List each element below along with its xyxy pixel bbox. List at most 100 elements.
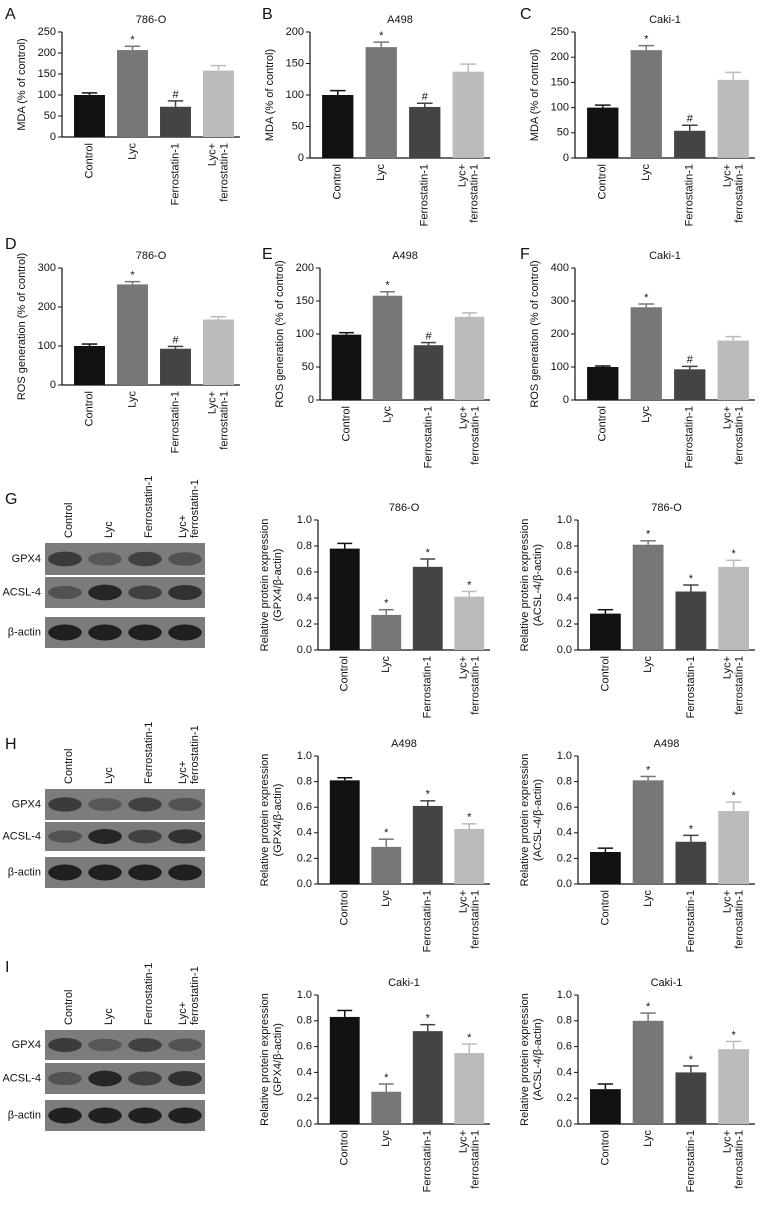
lane-label-group: Ferrostatin-1 bbox=[143, 963, 155, 1025]
lane-label: Lyc+ferrostatin-1 bbox=[177, 966, 201, 1025]
error-bar bbox=[420, 558, 436, 567]
x-tick-label: Ferrostatin-1 bbox=[169, 391, 181, 453]
x-label-group: Lyc+ferrostatin-1 bbox=[722, 890, 746, 949]
error-bar bbox=[462, 312, 477, 317]
bar bbox=[203, 70, 234, 137]
x-label-group: Lyc bbox=[126, 391, 138, 408]
lane-label: Control bbox=[63, 990, 75, 1025]
blot-band bbox=[128, 624, 162, 641]
error-bar bbox=[378, 1083, 394, 1092]
y-axis-label: Relative protein expression bbox=[259, 519, 271, 652]
y-tick-label: 0.2 bbox=[297, 1092, 312, 1104]
blot-band bbox=[168, 829, 202, 844]
blot-band bbox=[88, 864, 122, 881]
y-tick-label: 0 bbox=[298, 152, 304, 164]
chart-title: Caki-1 bbox=[649, 250, 681, 262]
error-bar bbox=[597, 608, 614, 614]
error-bar bbox=[460, 63, 477, 72]
x-label-group: Lyc+ferrostatin-1 bbox=[457, 890, 481, 949]
blot-band bbox=[88, 1107, 122, 1124]
y-axis-label: Relative protein expression bbox=[519, 519, 531, 652]
x-label-group: Ferrostatin-1 bbox=[422, 656, 434, 718]
y-tick-label: 0.2 bbox=[297, 618, 312, 630]
y-tick-label: 1.0 bbox=[557, 514, 572, 526]
y-tick-label: 0.8 bbox=[557, 1015, 572, 1027]
bar bbox=[630, 307, 662, 400]
y-tick-label: 0 bbox=[563, 152, 569, 164]
annotation: * bbox=[426, 547, 431, 559]
y-tick-label: 100 bbox=[38, 340, 56, 352]
lane-label: Lyc bbox=[103, 1008, 115, 1025]
x-tick-label: Lyc+ferrostatin-1 bbox=[457, 656, 481, 715]
blot-band bbox=[168, 1107, 202, 1124]
x-tick-label: Control bbox=[597, 406, 609, 441]
bar bbox=[454, 316, 485, 400]
x-label-group: Control bbox=[340, 406, 352, 441]
x-label-group: Lyc bbox=[642, 656, 654, 673]
x-tick-label: Lyc bbox=[640, 164, 652, 181]
panel-label: H bbox=[5, 736, 17, 753]
chart-title: 786-O bbox=[136, 250, 167, 262]
chart-title: Caki-1 bbox=[651, 977, 683, 989]
error-bar bbox=[378, 838, 394, 847]
panel-label: I bbox=[5, 959, 9, 976]
y-tick-label: 0.4 bbox=[297, 827, 312, 839]
x-label-group: Control bbox=[599, 656, 611, 691]
bar bbox=[412, 805, 443, 884]
bar bbox=[412, 1031, 443, 1124]
x-tick-label: Control bbox=[599, 1130, 611, 1165]
x-tick-label: Ferrostatin-1 bbox=[422, 656, 434, 718]
y-tick-label: 0.0 bbox=[557, 878, 572, 890]
row-label: β-actin bbox=[8, 866, 41, 878]
x-label-group: Control bbox=[83, 143, 95, 178]
error-bar bbox=[725, 801, 742, 812]
error-bar bbox=[461, 823, 477, 829]
y-tick-label: 0.4 bbox=[297, 592, 312, 604]
annotation: * bbox=[426, 789, 431, 801]
x-tick-label: Lyc+ferrostatin-1 bbox=[457, 1130, 481, 1189]
y-tick-label: 250 bbox=[38, 26, 56, 38]
y-tick-label: 300 bbox=[38, 262, 56, 274]
y-axis-label: Relative protein expression bbox=[259, 993, 271, 1126]
lane-label-group: Lyc+ferrostatin-1 bbox=[177, 479, 201, 538]
row-label: GPX4 bbox=[12, 1039, 41, 1051]
error-bar bbox=[329, 89, 346, 95]
bar bbox=[452, 71, 484, 158]
bar bbox=[365, 47, 397, 159]
bar bbox=[372, 295, 403, 400]
y-axis-label: Relative protein expression bbox=[519, 993, 531, 1126]
y-label-group: (ACSL-4/β-actin) bbox=[532, 544, 544, 626]
x-tick-label: Ferrostatin-1 bbox=[422, 1130, 434, 1192]
error-bar bbox=[378, 608, 394, 615]
blot-band bbox=[128, 829, 162, 844]
bar bbox=[329, 1016, 360, 1124]
x-label-group: Control bbox=[599, 890, 611, 925]
y-tick-label: 0 bbox=[50, 379, 56, 391]
x-label-group: Control bbox=[332, 164, 344, 199]
error-bar bbox=[421, 341, 436, 346]
lane-label-group: Lyc+ferrostatin-1 bbox=[177, 725, 201, 784]
y-axis-label: MDA (% of control) bbox=[529, 49, 541, 141]
y-label-group: MDA (% of control) bbox=[529, 49, 541, 141]
y-tick-label: 0.2 bbox=[557, 618, 572, 630]
blot-band bbox=[168, 624, 202, 641]
y-label-group: (ACSL-4/β-actin) bbox=[532, 1018, 544, 1100]
x-label-group: Lyc+ferrostatin-1 bbox=[456, 164, 480, 223]
x-label-group: Control bbox=[597, 406, 609, 441]
y-tick-label: 1.0 bbox=[297, 989, 312, 1001]
y-label-group: Relative protein expression bbox=[519, 754, 531, 887]
y-label-group: Relative protein expression bbox=[519, 519, 531, 652]
panel-label: B bbox=[262, 6, 273, 23]
y-tick-label: 150 bbox=[296, 295, 314, 307]
x-label-group: Ferrostatin-1 bbox=[169, 143, 181, 205]
y-axis-label: (GPX4/β-actin) bbox=[272, 784, 284, 857]
chart-title: A498 bbox=[392, 250, 418, 262]
lane-label-group: Control bbox=[63, 749, 75, 784]
error-bar bbox=[638, 44, 655, 51]
blot-band bbox=[168, 1070, 202, 1087]
error-bar bbox=[81, 343, 98, 346]
y-tick-label: 0.2 bbox=[297, 852, 312, 864]
x-tick-label: Ferrostatin-1 bbox=[684, 164, 696, 226]
x-tick-label: Lyc bbox=[642, 656, 654, 673]
x-label-group: Lyc+ferrostatin-1 bbox=[722, 1130, 746, 1189]
